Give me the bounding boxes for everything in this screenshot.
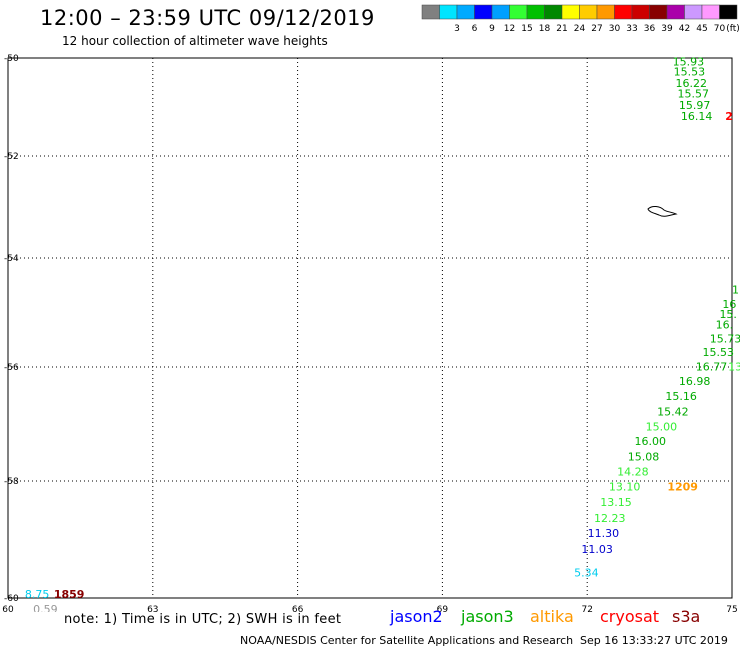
- longitude-label: 66: [292, 605, 304, 612]
- wave-height-value: 15.93: [673, 55, 705, 68]
- wave-height-value: 15.00: [646, 420, 678, 433]
- wave-height-value: 1859: [54, 588, 85, 601]
- latitude-label: -54: [4, 254, 19, 264]
- wave-height-value: 2: [725, 110, 733, 123]
- wave-height-value: 16.22: [676, 77, 708, 90]
- wave-height-value: 15.42: [657, 405, 689, 418]
- satellite-jason2: jason2: [390, 607, 443, 626]
- wave-height-value: 16.77: [696, 360, 728, 373]
- color-scale-tick: 45: [696, 24, 707, 34]
- wave-height-value: 8.75: [25, 588, 50, 601]
- wave-height-value: 5.34: [574, 566, 599, 579]
- generation-timestamp: Sep 16 13:33:27 UTC 2019: [580, 634, 728, 647]
- latitude-label: -50: [4, 54, 19, 64]
- color-scale-tick: 18: [539, 24, 551, 34]
- color-scale-tick: 27: [591, 24, 602, 34]
- wave-height-value: 11.03: [581, 543, 613, 556]
- color-scale-tick: 6: [472, 24, 478, 34]
- latitude-label: -60: [4, 594, 19, 604]
- color-scale-tick: 36: [644, 24, 656, 34]
- wave-height-value: 13.15: [600, 496, 632, 509]
- credit-line: NOAA/NESDIS Center for Satellite Applica…: [240, 634, 574, 647]
- color-swatch: [719, 4, 738, 20]
- map-subtitle: 12 hour collection of altimeter wave hei…: [62, 34, 328, 48]
- color-scale-tick: 33: [626, 24, 637, 34]
- wave-height-value: 15.53: [703, 346, 735, 359]
- color-scale-tick: 39: [661, 24, 673, 34]
- satellite-jason3: jason3: [461, 607, 514, 626]
- wave-height-value: 15.53: [674, 66, 706, 79]
- wave-height-value: 15.73: [710, 332, 740, 345]
- island-outline: [647, 206, 678, 217]
- wave-height-value: 13: [728, 360, 740, 373]
- wave-height-value: 16: [722, 298, 736, 311]
- wave-height-value: 15.08: [628, 450, 660, 463]
- color-scale-tick: 30: [609, 24, 621, 34]
- color-scale-tick: 15: [521, 24, 532, 34]
- color-scale-tick: 42: [679, 24, 690, 34]
- wave-height-value: 15.97: [679, 99, 711, 112]
- wave-height-value: 0.59: [33, 603, 58, 612]
- longitude-label: 75: [726, 605, 737, 612]
- wave-height-value: 16.00: [635, 435, 667, 448]
- longitude-label: 69: [437, 605, 449, 612]
- wave-height-value: 11.30: [588, 527, 620, 540]
- map-title: 12:00 – 23:59 UTC 09/12/2019: [40, 6, 375, 30]
- latitude-label: -52: [4, 152, 19, 162]
- satellite-s3a: s3a: [672, 607, 701, 626]
- wave-height-value: 16.98: [679, 375, 711, 388]
- wave-height-value: 15.16: [665, 390, 697, 403]
- wave-height-value: 16.14: [681, 110, 713, 123]
- map-frame: [7, 57, 733, 599]
- latitude-label: -58: [4, 477, 19, 487]
- wave-height-value: 16.: [716, 318, 734, 331]
- color-scale-tick: 3: [454, 24, 460, 34]
- longitude-label: 72: [581, 605, 592, 612]
- color-scale-tick: 70: [714, 24, 726, 34]
- color-scale-legend: 3 6 9 12 15 18 21 24 27 30 33 36 39 42 45 70 (ft): [421, 4, 740, 34]
- wave-height-value: 1: [732, 283, 739, 296]
- color-scale-tick: 24: [574, 24, 586, 34]
- longitude-label: 63: [147, 605, 158, 612]
- wave-height-value: 15.: [719, 308, 737, 321]
- color-scale-tick: 12: [504, 24, 515, 34]
- satellite-cryosat: cryosat: [600, 607, 660, 626]
- color-scale-tick: 21: [556, 24, 567, 34]
- wave-height-value: 1209: [667, 480, 698, 493]
- wave-height-value: 14.28: [617, 465, 649, 478]
- latitude-label: -56: [4, 363, 19, 373]
- longitude-label: 60: [2, 605, 14, 612]
- satellite-altika: altika: [530, 607, 574, 626]
- wave-height-value: 15.57: [677, 88, 709, 101]
- color-scale-unit: (ft): [726, 24, 740, 34]
- color-scale-tick: 9: [489, 24, 495, 34]
- wave-height-value: 12.23: [594, 512, 626, 525]
- units-note: note: 1) Time is in UTC; 2) SWH is in fe…: [64, 612, 342, 627]
- wave-height-value: 13.10: [609, 480, 641, 493]
